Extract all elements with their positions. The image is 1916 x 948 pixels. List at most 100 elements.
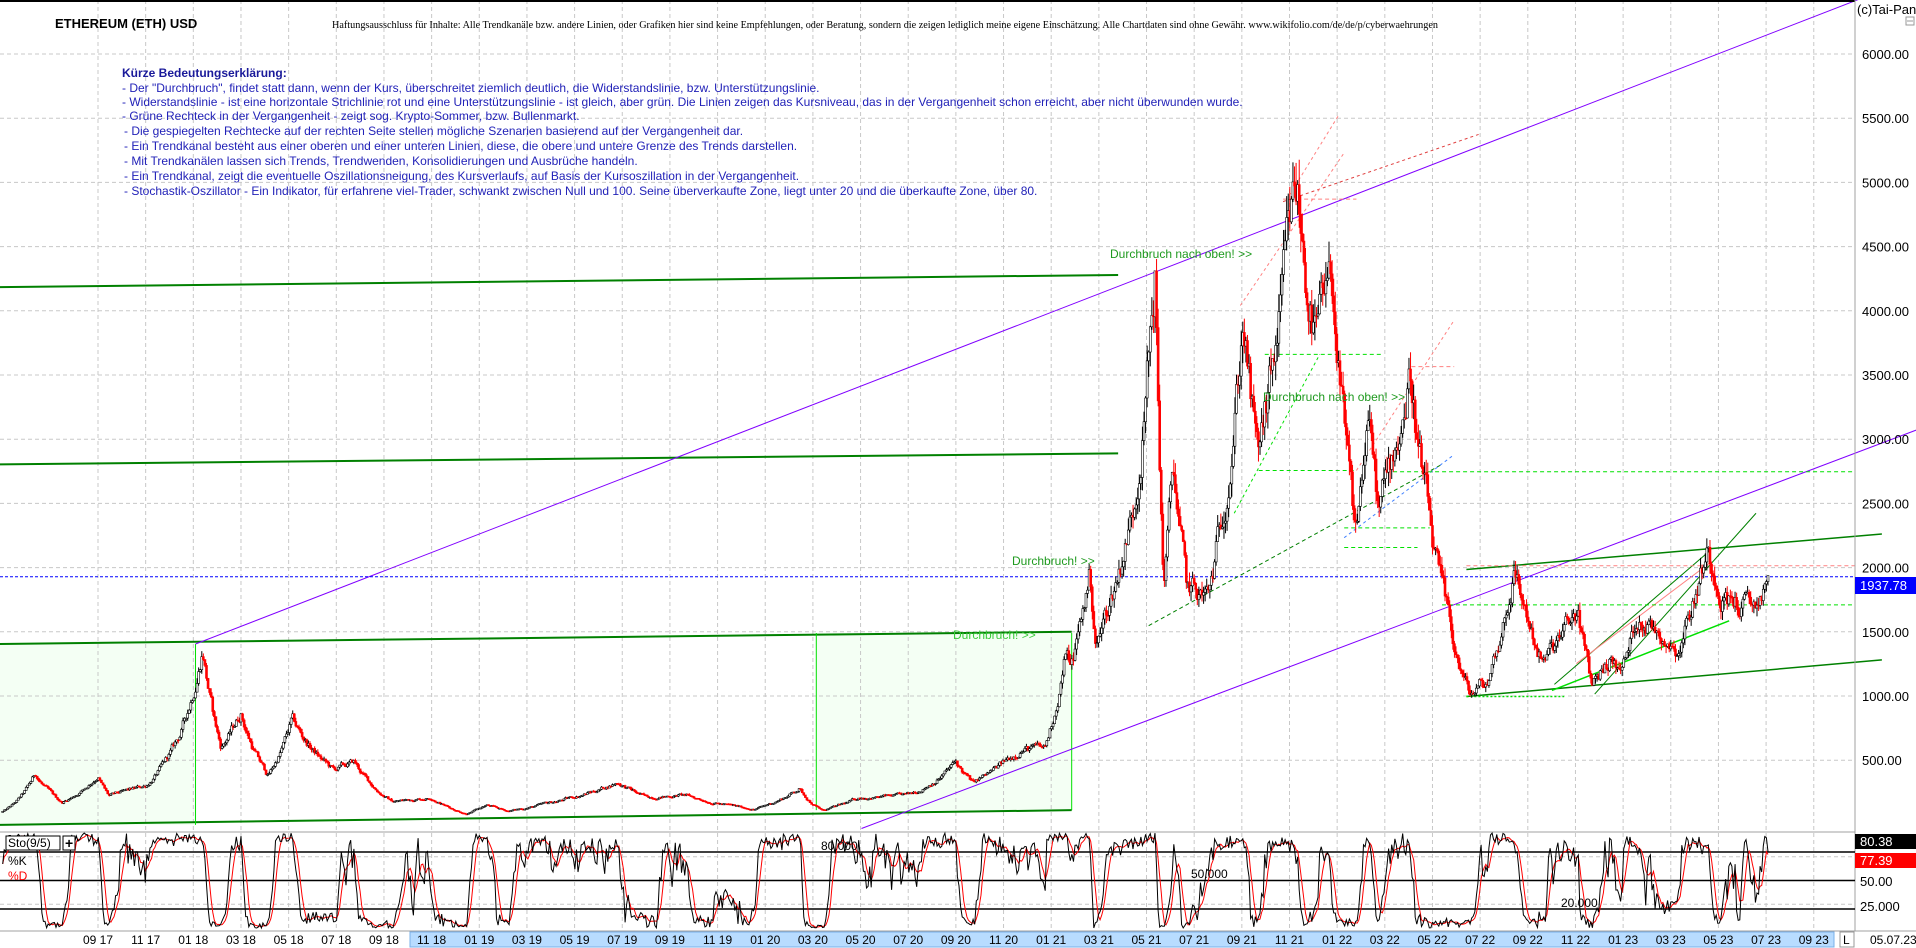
candle <box>1713 566 1716 591</box>
candle <box>535 804 539 807</box>
candle-body <box>1501 622 1505 638</box>
candle <box>200 651 204 674</box>
candle-body <box>1031 745 1035 747</box>
candle <box>556 800 559 803</box>
candle <box>1371 424 1375 458</box>
candle-body <box>1274 345 1278 363</box>
candle <box>245 727 249 737</box>
candle-body <box>1498 644 1502 652</box>
candle-body <box>341 762 345 765</box>
candle-body <box>104 787 108 791</box>
candle <box>244 724 247 734</box>
date-label: 09 22 <box>1513 933 1543 947</box>
date-label: 09 17 <box>83 933 113 947</box>
candle-body <box>1699 567 1702 584</box>
channel-upper-line <box>195 0 1859 645</box>
candle-body <box>816 805 820 808</box>
candle-body <box>1685 618 1688 627</box>
candle-body <box>1164 556 1168 581</box>
candle <box>471 810 475 813</box>
candle-body <box>247 732 251 740</box>
candle-body <box>739 805 743 808</box>
candle-body <box>1227 497 1230 509</box>
candle-body <box>921 789 925 793</box>
candle-body <box>390 798 393 802</box>
candle <box>1426 462 1430 504</box>
candle <box>1555 636 1558 653</box>
candle <box>1185 552 1188 589</box>
date-label: 05 19 <box>560 933 590 947</box>
candle <box>1141 426 1144 491</box>
candle-body <box>1290 198 1293 223</box>
candle <box>482 806 486 808</box>
candle <box>1473 692 1477 697</box>
candle <box>1660 637 1663 651</box>
candle <box>987 772 991 774</box>
candle <box>327 760 331 769</box>
candle <box>1445 593 1448 604</box>
candle <box>1424 459 1428 484</box>
candle <box>920 791 923 794</box>
candle <box>73 795 77 798</box>
candle <box>601 786 605 789</box>
candle-body <box>1511 583 1514 604</box>
candle-body <box>1741 598 1745 609</box>
candle <box>1232 435 1235 469</box>
candle-body <box>103 784 106 789</box>
candle <box>532 806 536 808</box>
candle-body <box>612 784 616 786</box>
date-range-selection[interactable] <box>409 931 1835 948</box>
candle <box>252 746 255 751</box>
candle <box>369 782 373 787</box>
candle-body <box>835 805 839 807</box>
candle-body <box>1326 277 1329 281</box>
candle <box>785 796 788 799</box>
candle-body <box>1404 417 1408 420</box>
candle-body <box>1697 583 1701 596</box>
date-label: 07 22 <box>1465 933 1495 947</box>
candle <box>302 736 305 743</box>
candle <box>546 802 550 805</box>
candle-body <box>1575 615 1579 621</box>
candle <box>1398 436 1401 461</box>
candle <box>1348 430 1351 476</box>
scale-mode-button[interactable] <box>1839 931 1855 948</box>
candle <box>441 803 445 806</box>
candle <box>1653 620 1657 634</box>
candle <box>921 788 925 793</box>
candle <box>197 667 200 686</box>
candle-body <box>923 788 926 791</box>
candle <box>363 772 367 777</box>
candle-body <box>1735 597 1738 608</box>
candle-body <box>137 785 141 788</box>
candle <box>1656 628 1660 637</box>
k-value-badge <box>1855 834 1916 849</box>
candle-body <box>459 811 462 814</box>
candle-body <box>920 791 923 794</box>
candle-body <box>1301 233 1304 242</box>
candle <box>534 805 538 807</box>
candle-body <box>48 787 52 790</box>
candle <box>1703 553 1707 570</box>
candle-body <box>1172 471 1176 476</box>
candle-body <box>161 761 164 765</box>
date-label: 03 20 <box>798 933 828 947</box>
candle-body <box>1203 588 1207 593</box>
candle <box>1098 627 1102 638</box>
candle <box>372 786 376 789</box>
candle <box>1279 274 1282 323</box>
candle-body <box>1390 455 1394 470</box>
candle-body <box>1370 419 1373 434</box>
candle-body <box>197 671 200 684</box>
candle-body <box>1246 340 1249 367</box>
add-indicator-button[interactable] <box>62 835 76 851</box>
candle-body <box>368 780 371 783</box>
candle <box>1393 447 1397 467</box>
indicator-name-box[interactable] <box>5 835 61 851</box>
candle <box>213 709 216 721</box>
candle <box>191 699 194 704</box>
candle-body <box>1101 618 1105 629</box>
candle <box>1639 621 1643 633</box>
candle <box>1614 658 1618 674</box>
candle-body <box>258 756 262 762</box>
